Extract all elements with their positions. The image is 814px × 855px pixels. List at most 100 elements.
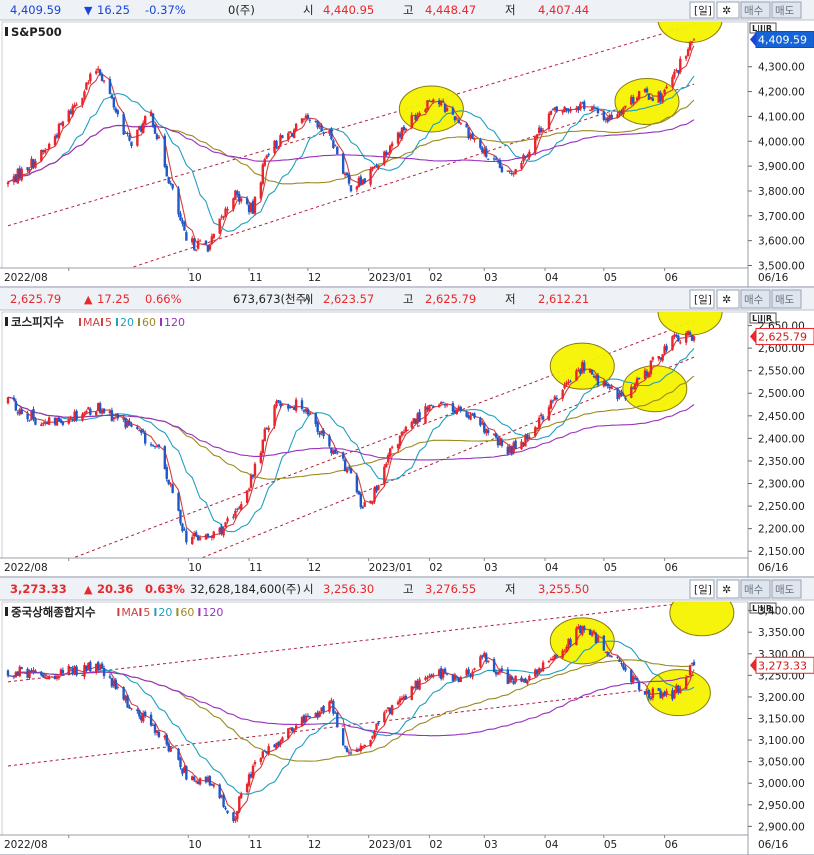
candle-body [404, 128, 408, 131]
candle-body [494, 433, 498, 438]
gear-icon[interactable]: ✲ [722, 293, 731, 306]
period-label[interactable]: [일] [694, 583, 712, 596]
candle [294, 723, 298, 731]
plot-content [6, 312, 723, 558]
sell-label[interactable]: 매도 [775, 294, 795, 306]
candle [457, 117, 460, 124]
candle [306, 713, 310, 718]
candle-body [428, 675, 431, 678]
candle-body [14, 400, 18, 411]
candle [341, 451, 345, 462]
candle [341, 728, 345, 746]
lir-button[interactable]: L|I|R [749, 602, 777, 614]
candle [316, 420, 319, 435]
current-date-label: 06/16 [758, 839, 789, 851]
sell-button[interactable]: 매도 [771, 289, 802, 309]
buy-button[interactable]: 매수 [740, 579, 771, 599]
sell-label[interactable]: 매도 [775, 5, 795, 17]
candle [28, 419, 31, 422]
candle [563, 649, 566, 653]
candle-body [314, 120, 317, 122]
candle-body [616, 387, 619, 400]
candle-body [563, 651, 566, 653]
lir-label[interactable]: L|I|R [752, 604, 772, 613]
candle [320, 430, 323, 436]
candle-body [122, 687, 125, 700]
candle [643, 88, 647, 93]
candle-body [334, 145, 337, 147]
candle-body [618, 392, 621, 398]
candle [34, 669, 37, 674]
candle-body [304, 715, 308, 723]
candle [441, 401, 445, 404]
candle-body [608, 114, 611, 121]
candle [549, 399, 553, 410]
candle [583, 99, 586, 112]
candle-body [608, 654, 611, 657]
lir-label[interactable]: L|I|R [752, 314, 772, 323]
candle [100, 407, 104, 416]
candle [412, 114, 415, 117]
period-button[interactable]: [일] [689, 579, 715, 599]
candle-body [363, 502, 366, 507]
candle [389, 144, 392, 154]
candle-body [373, 730, 376, 737]
candle-body [89, 408, 92, 415]
candle-body [622, 395, 625, 397]
lir-label[interactable]: L|I|R [752, 24, 772, 33]
candle [320, 123, 323, 133]
candle-body [198, 240, 202, 242]
candle-body [520, 441, 523, 450]
candle-body [126, 695, 129, 708]
candle [432, 98, 435, 104]
candle-body [428, 100, 431, 102]
gear-icon[interactable]: ✲ [722, 583, 731, 596]
period-button[interactable]: [일] [689, 1, 715, 19]
settings-button[interactable]: ✲ [716, 1, 740, 19]
period-label[interactable]: [일] [694, 4, 712, 17]
candle-body [308, 119, 312, 121]
candle-body [590, 632, 594, 636]
candle-body [398, 698, 402, 703]
candle [208, 243, 212, 252]
candle [677, 334, 680, 342]
candle [357, 490, 361, 495]
gear-icon[interactable]: ✲ [722, 4, 731, 17]
candle [439, 665, 443, 681]
candle-body [330, 448, 333, 454]
candle-body [155, 446, 159, 448]
sell-button[interactable]: 매도 [771, 579, 802, 599]
lir-button[interactable]: L|I|R [749, 312, 777, 324]
candle-body [306, 409, 310, 415]
buy-label[interactable]: 매수 [744, 5, 764, 17]
sell-label[interactable]: 매도 [775, 584, 795, 596]
buy-label[interactable]: 매수 [744, 584, 764, 596]
candle [343, 171, 347, 178]
buy-label[interactable]: 매수 [744, 294, 764, 306]
candle [171, 746, 174, 749]
sell-button[interactable]: 매도 [771, 1, 802, 19]
candle-body [196, 240, 200, 249]
candle-body [579, 369, 582, 374]
candle-body [83, 91, 86, 98]
candle [398, 435, 402, 449]
period-label[interactable]: [일] [694, 293, 712, 306]
candle [155, 132, 159, 141]
candle [281, 134, 284, 139]
settings-button[interactable]: ✲ [716, 289, 740, 309]
candle-body [438, 669, 441, 676]
candle-body [16, 168, 19, 184]
period-button[interactable]: [일] [689, 289, 715, 309]
candle [414, 113, 417, 123]
candle-body [479, 418, 482, 426]
candle-body [624, 397, 627, 399]
candle-body [592, 375, 596, 378]
buy-button[interactable]: 매수 [740, 1, 771, 19]
candle-body [565, 382, 568, 385]
candle-body [412, 418, 415, 424]
candle-body [16, 671, 19, 676]
candle [322, 131, 325, 137]
buy-button[interactable]: 매수 [740, 289, 771, 309]
legend-swatch [116, 318, 118, 326]
settings-button[interactable]: ✲ [716, 579, 740, 599]
